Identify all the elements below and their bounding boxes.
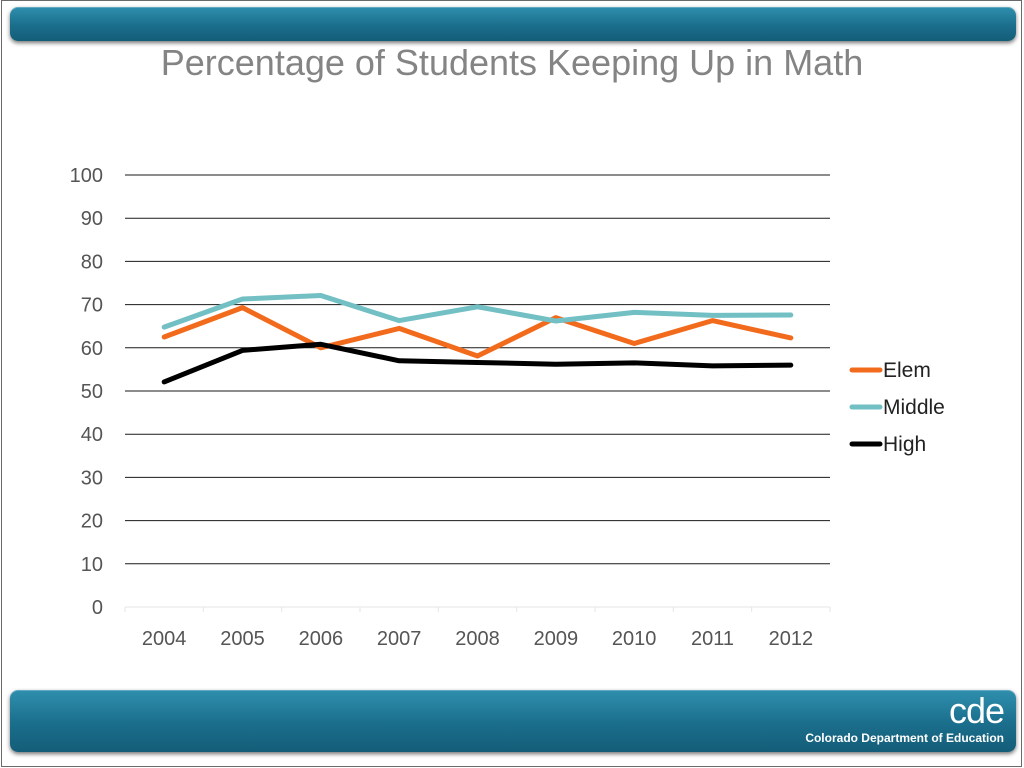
gridlines — [124, 174, 831, 612]
bottom-banner: cde Colorado Department of Education — [10, 690, 1016, 752]
y-tick-label: 80 — [81, 251, 103, 273]
y-tick-label: 0 — [92, 597, 103, 619]
legend-label-high: High — [883, 433, 926, 456]
x-tick-label: 2006 — [299, 628, 344, 650]
top-banner — [10, 7, 1016, 41]
legend-label-middle: Middle — [883, 396, 945, 419]
logo-mark: cde — [948, 690, 1005, 731]
y-tick-label: 90 — [81, 208, 103, 230]
y-tick-label: 10 — [81, 554, 103, 576]
x-tick-label: 2012 — [769, 628, 814, 650]
legend-label-elem: Elem — [883, 359, 931, 382]
series-line-high — [161, 341, 794, 385]
y-tick-label: 30 — [81, 467, 103, 489]
y-tick-label: 100 — [70, 165, 103, 187]
series-line-middle — [161, 293, 794, 330]
slide-title: Percentage of Students Keeping Up in Mat… — [160, 42, 864, 83]
x-axis-tick-labels: 2004 2005 2006 2007 2008 2009 2010 2011 2012 — [142, 628, 813, 650]
x-tick-label: 2007 — [377, 628, 422, 650]
y-tick-label: 20 — [81, 511, 103, 533]
x-tick-label: 2004 — [142, 628, 187, 650]
cde-logo: cde Colorado Department of Education — [764, 690, 1005, 748]
y-tick-label: 60 — [81, 338, 103, 360]
y-axis-tick-labels: 0 10 20 30 40 50 60 70 80 90 100 — [70, 165, 103, 619]
series-line-elem — [161, 305, 794, 359]
x-tick-label: 2011 — [691, 628, 734, 650]
legend: Elem Middle High — [849, 359, 945, 456]
x-tick-label: 2005 — [220, 628, 265, 650]
y-tick-label: 70 — [81, 295, 103, 317]
y-tick-label: 40 — [81, 424, 103, 446]
x-tick-label: 2008 — [455, 628, 500, 650]
organization-name: Colorado Department of Education — [805, 731, 1004, 745]
x-tick-label: 2009 — [534, 628, 579, 650]
y-tick-label: 50 — [81, 381, 103, 403]
data-series — [161, 293, 794, 385]
x-tick-label: 2010 — [612, 628, 657, 650]
